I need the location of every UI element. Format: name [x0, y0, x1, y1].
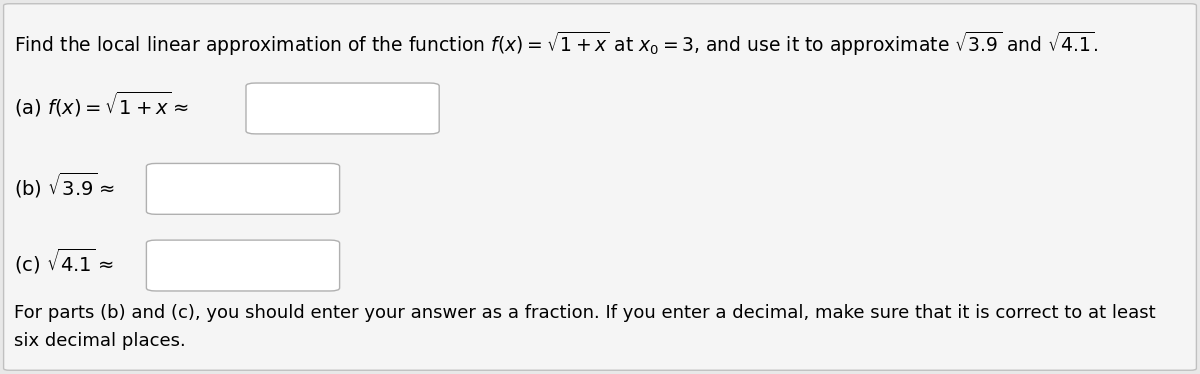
FancyBboxPatch shape [146, 163, 340, 214]
FancyBboxPatch shape [246, 83, 439, 134]
Text: (a) $f(x) = \sqrt{1+x} \approx$: (a) $f(x) = \sqrt{1+x} \approx$ [14, 90, 190, 119]
Text: (b) $\sqrt{3.9} \approx$: (b) $\sqrt{3.9} \approx$ [14, 171, 115, 200]
FancyBboxPatch shape [4, 4, 1196, 370]
Text: Find the local linear approximation of the function $f(x) = \sqrt{1+x}$ at $x_0 : Find the local linear approximation of t… [14, 30, 1099, 58]
Text: (c) $\sqrt{4.1} \approx$: (c) $\sqrt{4.1} \approx$ [14, 247, 114, 276]
Text: six decimal places.: six decimal places. [14, 332, 186, 350]
FancyBboxPatch shape [146, 240, 340, 291]
Text: For parts (b) and (c), you should enter your answer as a fraction. If you enter : For parts (b) and (c), you should enter … [14, 304, 1156, 322]
